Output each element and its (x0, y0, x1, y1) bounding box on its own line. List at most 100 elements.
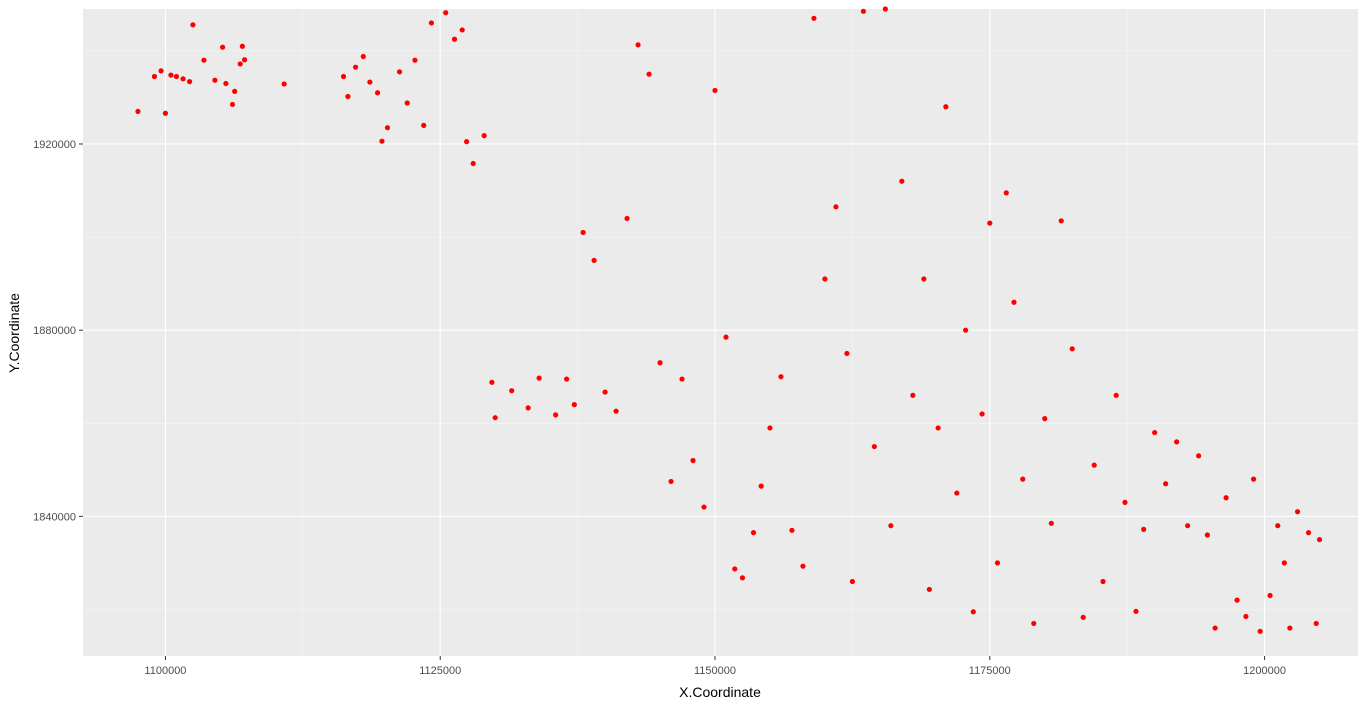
data-point (443, 10, 449, 16)
data-point (1141, 526, 1147, 532)
data-point (624, 215, 630, 222)
data-point (758, 483, 764, 489)
data-point (1003, 190, 1009, 196)
data-point (229, 101, 236, 108)
data-point (536, 375, 542, 381)
data-point (396, 69, 403, 75)
data-point (1020, 476, 1026, 482)
data-point (1152, 429, 1158, 436)
data-point (767, 425, 773, 431)
data-point (1163, 481, 1169, 487)
data-point (374, 90, 381, 96)
data-point (1069, 346, 1075, 352)
data-point (571, 402, 577, 408)
minor-grid (83, 9, 1358, 656)
data-point (979, 411, 985, 417)
data-point (187, 79, 193, 85)
data-point (822, 276, 828, 282)
data-point (860, 8, 866, 14)
data-point (1287, 625, 1293, 631)
data-point (190, 22, 196, 28)
data-point (1223, 495, 1229, 501)
data-point (1113, 392, 1119, 398)
data-point (1250, 476, 1257, 482)
data-point (1294, 509, 1301, 515)
data-point (428, 20, 435, 26)
data-point (173, 73, 180, 80)
data-point (987, 220, 993, 226)
data-points (135, 6, 1323, 634)
data-point (800, 563, 806, 569)
data-point (201, 57, 207, 63)
y-axis-ticks: 1840000 1880000 1920000 (33, 139, 83, 523)
data-point (367, 79, 373, 85)
data-point (723, 334, 729, 340)
data-point (657, 360, 663, 366)
data-point (679, 376, 685, 382)
data-point (241, 57, 248, 63)
data-point (1058, 218, 1064, 224)
data-point (844, 350, 850, 357)
y-tick-label: 1840000 (33, 511, 76, 523)
data-point (162, 110, 169, 116)
data-point (1042, 416, 1048, 422)
data-point (352, 64, 359, 70)
data-point (492, 415, 498, 421)
data-point (926, 586, 932, 593)
data-point (811, 15, 817, 21)
data-point (921, 276, 927, 282)
data-point (384, 125, 391, 131)
data-point (646, 71, 652, 77)
data-point (421, 122, 427, 128)
data-point (750, 530, 757, 536)
data-point (379, 138, 385, 144)
x-tick-label: 1175000 (969, 665, 1011, 677)
data-point (1313, 620, 1319, 627)
data-point (1204, 532, 1211, 538)
data-point (1133, 608, 1139, 614)
data-point (591, 257, 597, 263)
data-point (943, 104, 949, 110)
x-tick-label: 1125000 (419, 665, 461, 677)
data-point (180, 76, 186, 82)
data-point (888, 523, 894, 529)
data-point (1275, 523, 1281, 529)
data-point (1185, 523, 1191, 529)
data-point (1316, 537, 1323, 543)
data-point (463, 139, 470, 145)
plot-panel (83, 9, 1358, 656)
data-point (223, 80, 229, 87)
y-tick-label: 1880000 (33, 325, 76, 337)
data-point (1212, 625, 1218, 631)
data-point (404, 100, 410, 106)
data-point (360, 53, 366, 60)
data-point (1048, 520, 1054, 526)
data-point (935, 425, 941, 431)
data-point (963, 327, 969, 333)
data-point (1267, 592, 1273, 599)
data-point (690, 457, 696, 464)
data-point (580, 229, 586, 236)
data-point (1174, 439, 1180, 445)
data-point (1011, 299, 1017, 305)
data-point (219, 44, 226, 50)
y-tick-label: 1920000 (33, 139, 76, 151)
data-point (871, 443, 877, 450)
data-point (739, 575, 746, 581)
x-axis-title: X.Coordinate (679, 684, 761, 700)
data-point (899, 178, 905, 184)
data-point (712, 87, 718, 94)
data-point (239, 43, 245, 49)
data-point (668, 478, 674, 485)
data-point (882, 6, 888, 12)
data-point (910, 392, 916, 398)
data-point (701, 504, 707, 510)
data-point (849, 578, 855, 585)
data-point (481, 133, 487, 139)
data-point (237, 61, 243, 67)
data-point (489, 379, 495, 385)
data-point (525, 405, 531, 411)
data-point (954, 490, 960, 496)
